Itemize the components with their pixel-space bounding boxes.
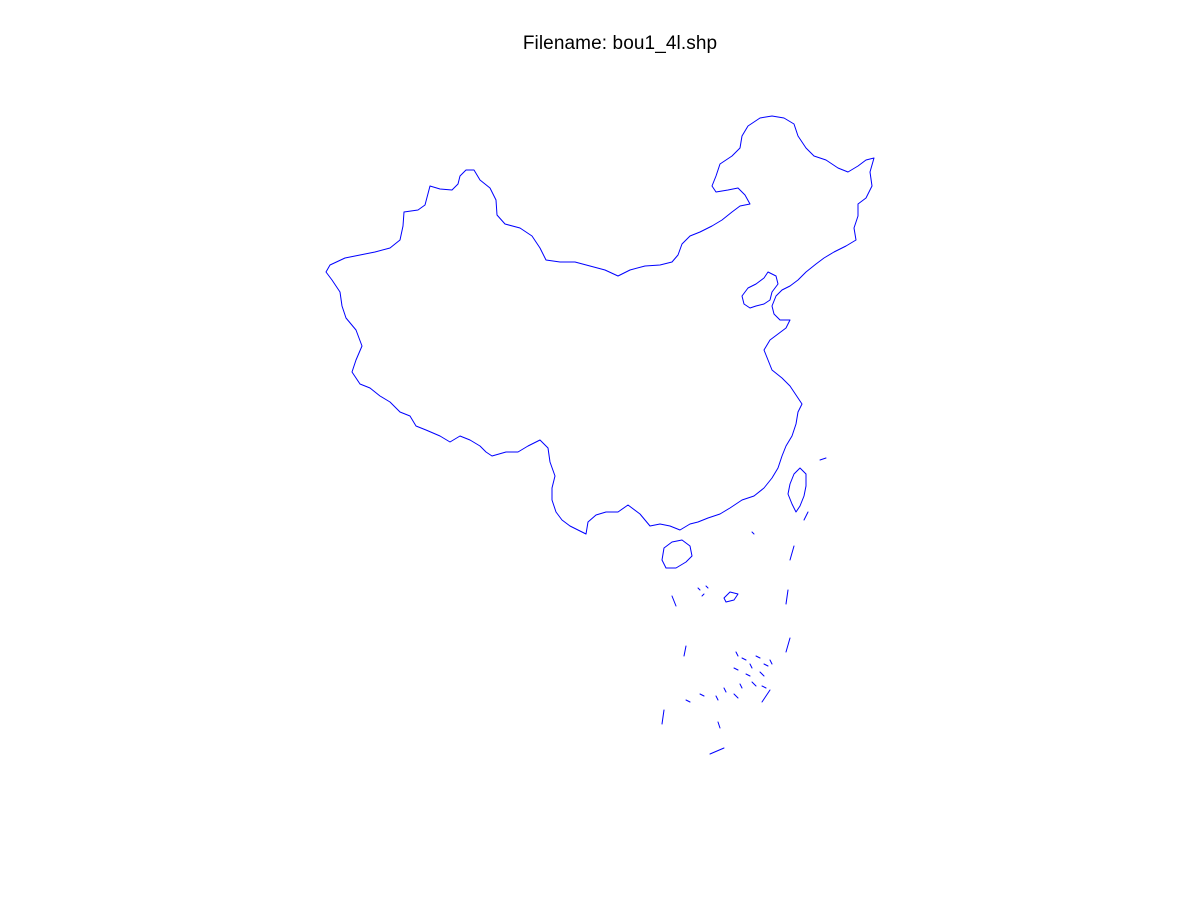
dash-line-6 (709, 747, 725, 755)
dash-line-8 (683, 645, 687, 657)
bohai-coast (741, 271, 779, 309)
dash-line-5 (761, 689, 771, 703)
island-group-xisha (697, 585, 709, 597)
dash-line-9 (671, 595, 677, 607)
plot-title: Filename: bou1_4l.shp (522, 33, 718, 54)
mainland-boundary (325, 115, 875, 535)
island-group-nansha (685, 651, 773, 729)
hainan-island (661, 539, 693, 569)
island-dongsha (751, 531, 755, 535)
dash-line-3 (785, 589, 789, 605)
dash-line-4 (785, 637, 791, 653)
dash-line-7 (661, 709, 665, 725)
taiwan-island (787, 467, 807, 513)
dash-line-10 (819, 457, 827, 461)
dash-line-2 (789, 545, 795, 561)
island-paracel (723, 591, 739, 603)
dash-line-1 (803, 511, 809, 521)
